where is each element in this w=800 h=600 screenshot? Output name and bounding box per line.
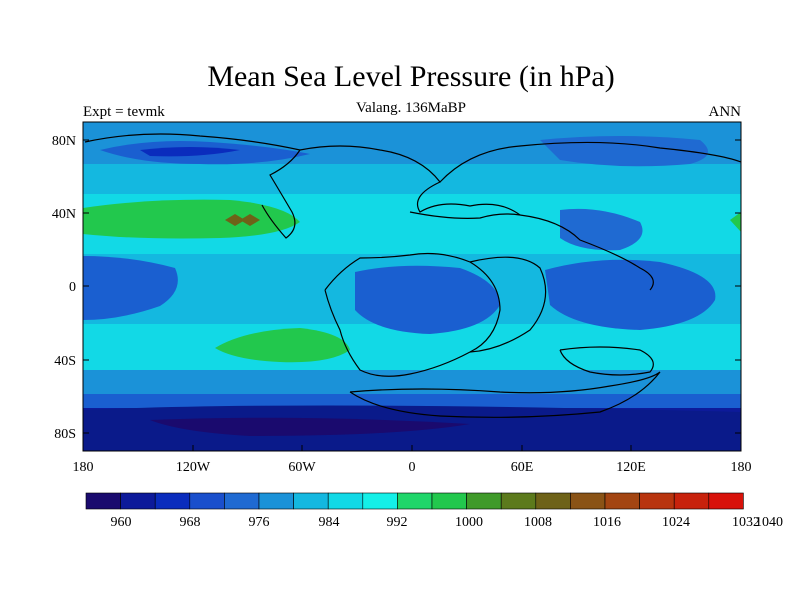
- colorbar-label-1016: 1016: [593, 515, 621, 530]
- north-low-east: [540, 136, 708, 167]
- lon-label-180w: 180: [73, 460, 94, 475]
- colorbar-label-1040: 1040: [755, 515, 783, 530]
- colorbar-label-984: 984: [319, 515, 340, 530]
- coast-asia: [439, 141, 741, 291]
- season-label: ANN: [708, 104, 742, 120]
- colorbar-swatch: [362, 492, 398, 510]
- colorbar-swatch: [466, 492, 502, 510]
- colorbar-swatch: [500, 492, 537, 510]
- colorbar-swatch: [431, 492, 467, 510]
- colorbar-label-1000: 1000: [455, 515, 483, 530]
- colorbar-swatch: [570, 492, 606, 510]
- lat-label-40n: 40N: [52, 207, 76, 222]
- colorbar-label-1024: 1024: [662, 515, 690, 530]
- south-low-deep: [150, 417, 470, 436]
- plot-subtitle: Valang. 136MaBP: [356, 100, 466, 116]
- lat-label-80s: 80S: [54, 427, 76, 442]
- north-low-core: [140, 147, 240, 157]
- colorbar-label-992: 992: [387, 515, 408, 530]
- coast-australia: [559, 346, 654, 376]
- lon-label-60w: 60W: [288, 460, 316, 475]
- colorbar-label-1008: 1008: [524, 515, 552, 530]
- band-north-mid: [83, 164, 741, 194]
- colorbar-swatch: [708, 492, 744, 510]
- colorbar-label-976: 976: [249, 515, 270, 530]
- colorbar-swatch: [397, 492, 433, 510]
- lon-label-120w: 120W: [176, 460, 211, 475]
- colorbar-swatch: [293, 492, 329, 510]
- equatorial-low-asia: [545, 259, 716, 330]
- colorbar-swatch: [604, 492, 640, 510]
- colorbar-swatch: [639, 492, 675, 510]
- colorbar-swatch: [258, 492, 294, 510]
- lon-label-0: 0: [409, 460, 416, 475]
- colorbar-swatch: [673, 492, 710, 510]
- colorbar-label-1032: 1032: [732, 515, 760, 530]
- pressure-field: [83, 122, 741, 451]
- coast-africa-india: [469, 256, 547, 353]
- colorbar-label-968: 968: [180, 515, 201, 530]
- colorbar-swatch: [85, 492, 121, 510]
- lon-label-180e: 180: [731, 460, 752, 475]
- colorbar-swatch: [154, 492, 191, 510]
- coast-tethys: [409, 211, 521, 219]
- coast-greenland-europe: [299, 145, 521, 216]
- lon-axis: 180 120W 60W 0 60E 120E 180: [73, 445, 752, 475]
- lon-label-120e: 120E: [616, 460, 646, 475]
- south-pacific-high: [215, 328, 350, 363]
- lat-label-0: 0: [69, 280, 76, 295]
- coast-south-america: [324, 252, 501, 377]
- colorbar-swatch: [224, 492, 260, 510]
- north-pacific-high: [83, 199, 300, 239]
- lat-label-40s: 40S: [54, 354, 76, 369]
- coast-antarctica: [349, 371, 661, 418]
- plot-title: Mean Sea Level Pressure (in hPa): [207, 60, 615, 93]
- colorbar: [85, 492, 744, 510]
- colorbar-label-960: 960: [111, 515, 132, 530]
- coast-north-america: [84, 133, 301, 239]
- lat-label-80n: 80N: [52, 134, 76, 149]
- east-high-edge: [730, 212, 741, 232]
- equatorial-low-west: [83, 256, 178, 320]
- north-high-core: [225, 214, 245, 226]
- colorbar-swatch: [327, 492, 364, 510]
- band-south-lowmid: [83, 394, 741, 408]
- equatorial-low-africa: [355, 265, 500, 334]
- lat-axis: 80N 40N 0 40S 80S: [52, 134, 741, 442]
- experiment-label: Expt = tevmk: [83, 104, 165, 120]
- north-high-core-2: [240, 214, 260, 226]
- colorbar-swatch: [120, 492, 156, 510]
- lon-label-60e: 60E: [511, 460, 534, 475]
- colorbar-labels: 960 968 976 984 992 1000 1008 1016 1024 …: [111, 515, 784, 530]
- coastlines: [84, 133, 741, 418]
- colorbar-swatch: [535, 492, 571, 510]
- colorbar-swatch: [189, 492, 225, 510]
